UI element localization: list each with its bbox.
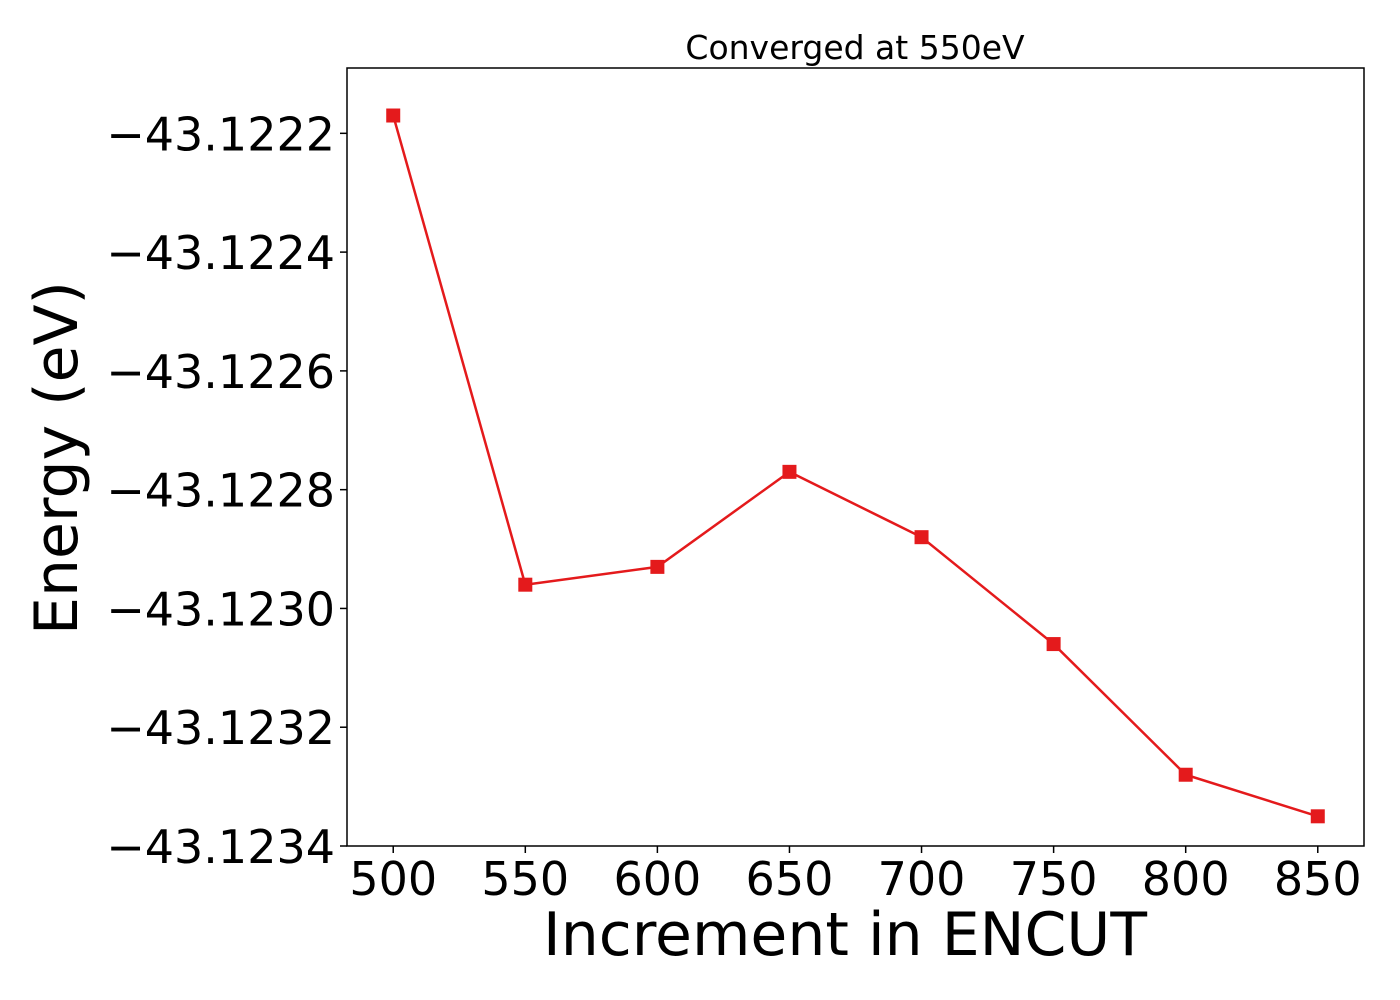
y-tick-label: −43.1226 (106, 345, 335, 399)
data-point-marker (914, 530, 929, 545)
x-tick-label: 850 (1274, 852, 1362, 906)
x-tick-label: 800 (1142, 852, 1230, 906)
data-point-marker (518, 577, 533, 592)
data-point-marker (1178, 767, 1193, 782)
series-line (392, 115, 1319, 818)
x-tick-label: 600 (613, 852, 701, 906)
x-tick-label: 700 (878, 852, 966, 906)
x-tick-label: 500 (349, 852, 437, 906)
y-tick-label: −43.1228 (106, 464, 335, 518)
data-point-marker (1310, 809, 1325, 824)
series-layer (386, 108, 1325, 824)
y-axis-label: Energy (eV) (22, 281, 92, 635)
x-tick-label: 650 (746, 852, 834, 906)
chart-title: Converged at 550eV (685, 28, 1025, 67)
data-point-marker (650, 559, 665, 574)
x-axis-label: Increment in ENCUT (543, 900, 1147, 970)
y-tick-label: −43.1222 (106, 107, 335, 161)
plot-frame (346, 67, 1365, 847)
axis-ticks: 500 550 600 650 700 750 800 850 −43.1234 −43.1232… (106, 107, 1361, 906)
data-point-marker (782, 464, 797, 479)
y-tick-label: −43.1230 (106, 582, 335, 636)
y-tick-label: −43.1234 (106, 820, 335, 874)
y-tick-label: −43.1224 (106, 226, 335, 280)
data-point-marker (386, 108, 401, 123)
x-tick-label: 750 (1010, 852, 1098, 906)
y-tick-label: −43.1232 (106, 701, 335, 755)
x-tick-label: 550 (481, 852, 569, 906)
data-point-marker (1046, 637, 1061, 652)
